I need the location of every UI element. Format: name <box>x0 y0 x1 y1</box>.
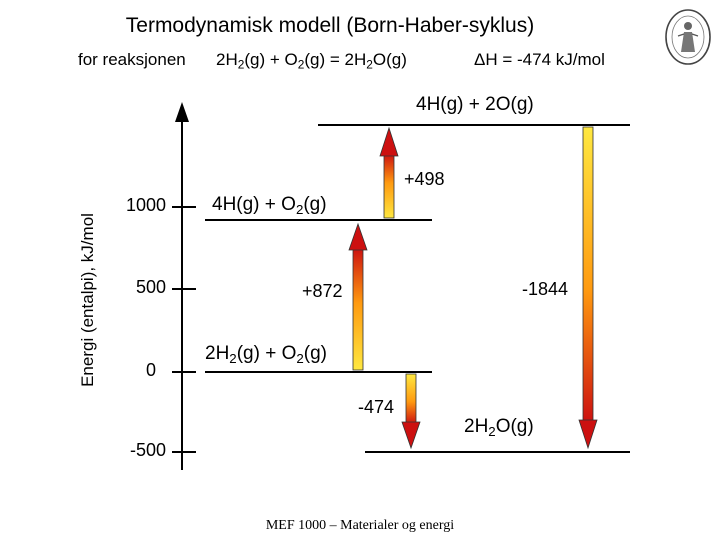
arrow-minus-474 <box>401 373 421 450</box>
university-seal-icon <box>665 9 711 65</box>
value-plus-872: +872 <box>302 281 343 301</box>
tick-label-500: 500 <box>135 277 166 297</box>
value-plus-498: +498 <box>404 169 445 189</box>
reaction-equation: 2H2(g) + O2(g) = 2H2O(g) <box>216 50 407 72</box>
y-axis-label: Energi (entalpi), kJ/mol <box>78 213 97 387</box>
level-label-upper: 4H(g) + O2(g) <box>212 194 327 217</box>
arrow-plus-498 <box>379 126 399 219</box>
tick-label-minus-500: -500 <box>129 440 166 460</box>
value-minus-1844: -1844 <box>522 279 569 299</box>
value-minus-474: -474 <box>358 397 395 417</box>
axis-arrow <box>175 102 189 122</box>
level-label-top: 4H(g) + 2O(g) <box>416 94 534 115</box>
delta-h-value: ΔH = -474 kJ/mol <box>474 50 605 69</box>
arrow-minus-1844 <box>578 126 598 450</box>
tick-label-0: 0 <box>145 360 156 380</box>
arrow-plus-872 <box>348 222 368 371</box>
tick-label-1000: 1000 <box>125 195 166 215</box>
footer: MEF 1000 – Materialer og energi <box>265 518 455 533</box>
subtitle: for reaksjonen <box>78 50 186 69</box>
level-label-product: 2H2O(g) <box>464 416 534 439</box>
page-title: Termodynamisk modell (Born-Haber-syklus) <box>125 14 535 37</box>
level-label-reactants: 2H2(g) + O2(g) <box>205 343 327 366</box>
